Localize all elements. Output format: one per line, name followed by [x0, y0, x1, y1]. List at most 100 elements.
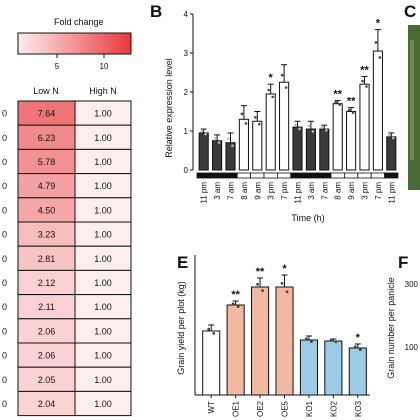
panel-b-point [217, 141, 221, 144]
panel-b-point [307, 124, 311, 128]
panel-e-bar [275, 286, 294, 396]
panel-b-bar [359, 83, 370, 171]
panel-e-significance-marker: ** [256, 266, 265, 278]
panel-b-x-tick-label: 11 pm [387, 182, 396, 204]
panel-b-point [321, 126, 324, 129]
heatmap-cell-high-n [74, 148, 132, 175]
heatmap-value-low-n: 3.23 [38, 230, 56, 240]
heatmap-cell-low-n [17, 294, 76, 320]
heatmap-value-low-n: 4.79 [38, 181, 56, 191]
panel-b-point [347, 108, 351, 112]
panel-e-point [256, 282, 259, 286]
heatmap-row-label: 0 [2, 375, 7, 385]
panel-e-point [358, 348, 362, 351]
scale-tick-label-10: 10 [100, 62, 109, 71]
panel-c: C [404, 2, 420, 190]
panel-b-bar [279, 81, 290, 171]
heatmap-value-high-n: 1.00 [94, 375, 112, 385]
panel-b-y-axis-label: Relative expression level [164, 58, 174, 158]
heatmap-cell-low-n [17, 173, 76, 199]
panel-b-point [213, 137, 217, 140]
panel-e-significance-marker: * [282, 263, 287, 275]
heatmap-value-high-n: 1.00 [94, 399, 112, 409]
heatmap-cell-high-n [74, 221, 132, 247]
heatmap-value-low-n: 5.78 [38, 157, 56, 167]
panel-e-point [236, 305, 240, 308]
panel-b-bar [252, 120, 263, 171]
heatmap-cell-high-n [74, 124, 132, 150]
heatmap-cell-high-n [74, 342, 132, 368]
panel-f-y-tick-label-100: 100 [405, 343, 419, 352]
panel-b-point [351, 111, 355, 114]
heatmap-value-high-n: 1.00 [94, 326, 112, 336]
panel-b-point [365, 85, 368, 88]
panel-e: E Grain yield per plot (kg) WT**OE1**OE2… [176, 253, 370, 417]
panel-b-x-axis-label: Time (h) [291, 213, 324, 223]
panel-e-significance-marker: ** [231, 289, 240, 301]
heatmap-cell-high-n [74, 245, 132, 271]
heatmap-value-low-n: 6.23 [38, 133, 56, 143]
panel-e-chart: WT ** OE1 ** OE2 * OE5 KO1 KO2 * KO3 [194, 255, 370, 417]
panel-e-x-tick-label: KO2 [329, 400, 338, 417]
heatmap-col-header-low-n: Low N [33, 86, 59, 96]
panel-e-bar [299, 339, 318, 396]
heatmap-value-high-n: 1.00 [94, 133, 112, 143]
panel-b-x-tick-label: 9 am [253, 182, 262, 200]
panel-b-point [311, 130, 315, 133]
panel-b-x-tick-label: 11 pm [294, 182, 303, 204]
panel-b-point [258, 122, 261, 126]
panel-b-point [231, 144, 234, 147]
panel-f: F Grain number per panicle 300 100 [386, 253, 419, 379]
heatmap-value-high-n: 1.00 [94, 205, 112, 215]
panel-b-y-tick-label: 4 [184, 10, 189, 19]
panel-b-photoperiod-strip [303, 172, 319, 179]
panel-b-point [378, 56, 382, 59]
panel-e-x-tick-label: KO1 [305, 400, 314, 417]
panel-b-x-tick-label: 11 pm [200, 182, 209, 204]
panel-b-significance-marker: ** [347, 96, 356, 108]
heatmap-row-label: 0 [2, 181, 7, 191]
panel-b-y-tick-label: 0 [184, 166, 189, 175]
panel-b-point [284, 86, 288, 89]
panel-e-x-tick-label: KO3 [354, 400, 363, 417]
panel-b-bar [212, 140, 223, 171]
panel-b-photoperiod-strip [290, 172, 305, 179]
heatmap-cell-low-n [17, 221, 76, 247]
heatmap-value-low-n: 7.64 [38, 109, 56, 119]
panel-e-point [231, 302, 235, 306]
heatmap-row-label: 0 [2, 278, 7, 288]
panel-b-photoperiod-strip [317, 172, 332, 179]
panel-b-photoperiod-strip [384, 172, 399, 179]
panel-b-photoperiod-strip [250, 172, 265, 179]
panel-f-y-tick-label-300: 300 [405, 280, 419, 289]
heatmap-cell-high-n [74, 318, 132, 344]
panel-b-significance-marker: ** [333, 89, 342, 101]
panel-b-point [267, 88, 271, 92]
panel-b-bar [332, 103, 343, 171]
panel-e-x-tick-label: OE1 [232, 400, 241, 417]
heatmap-value-high-n: 1.00 [94, 254, 112, 264]
panel-e-bar [348, 347, 367, 396]
panel-b-photoperiod-strip [236, 172, 251, 179]
panel-e-point [310, 340, 313, 343]
heatmap-value-high-n: 1.00 [94, 157, 112, 167]
heatmap-row-label: 0 [2, 109, 7, 119]
panel-label-c: C [404, 2, 416, 21]
panel-b-x-tick-label: 7 pm [374, 182, 383, 200]
panel-b-x-tick-label: 3 pm [361, 182, 370, 200]
panel-e-point [212, 332, 216, 335]
heatmap-value-high-n: 1.00 [94, 181, 112, 191]
panel-b-bar [372, 50, 383, 171]
panel-b-photoperiod-strip [196, 172, 211, 179]
heatmap-value-high-n: 1.00 [94, 302, 112, 312]
heatmap-row-label: 0 [2, 230, 7, 240]
panel-label-f: F [398, 253, 408, 272]
panel-b-bar [319, 128, 330, 171]
heatmap-col-header-high-n: High N [89, 86, 117, 96]
heatmap-value-high-n: 1.00 [94, 278, 112, 288]
panel-b-point [280, 73, 284, 77]
heatmap-cell-low-n [17, 269, 76, 296]
heatmap-row-label: 0 [2, 351, 7, 361]
panel-b-bar [265, 93, 276, 171]
panel-b-bar [292, 126, 303, 171]
